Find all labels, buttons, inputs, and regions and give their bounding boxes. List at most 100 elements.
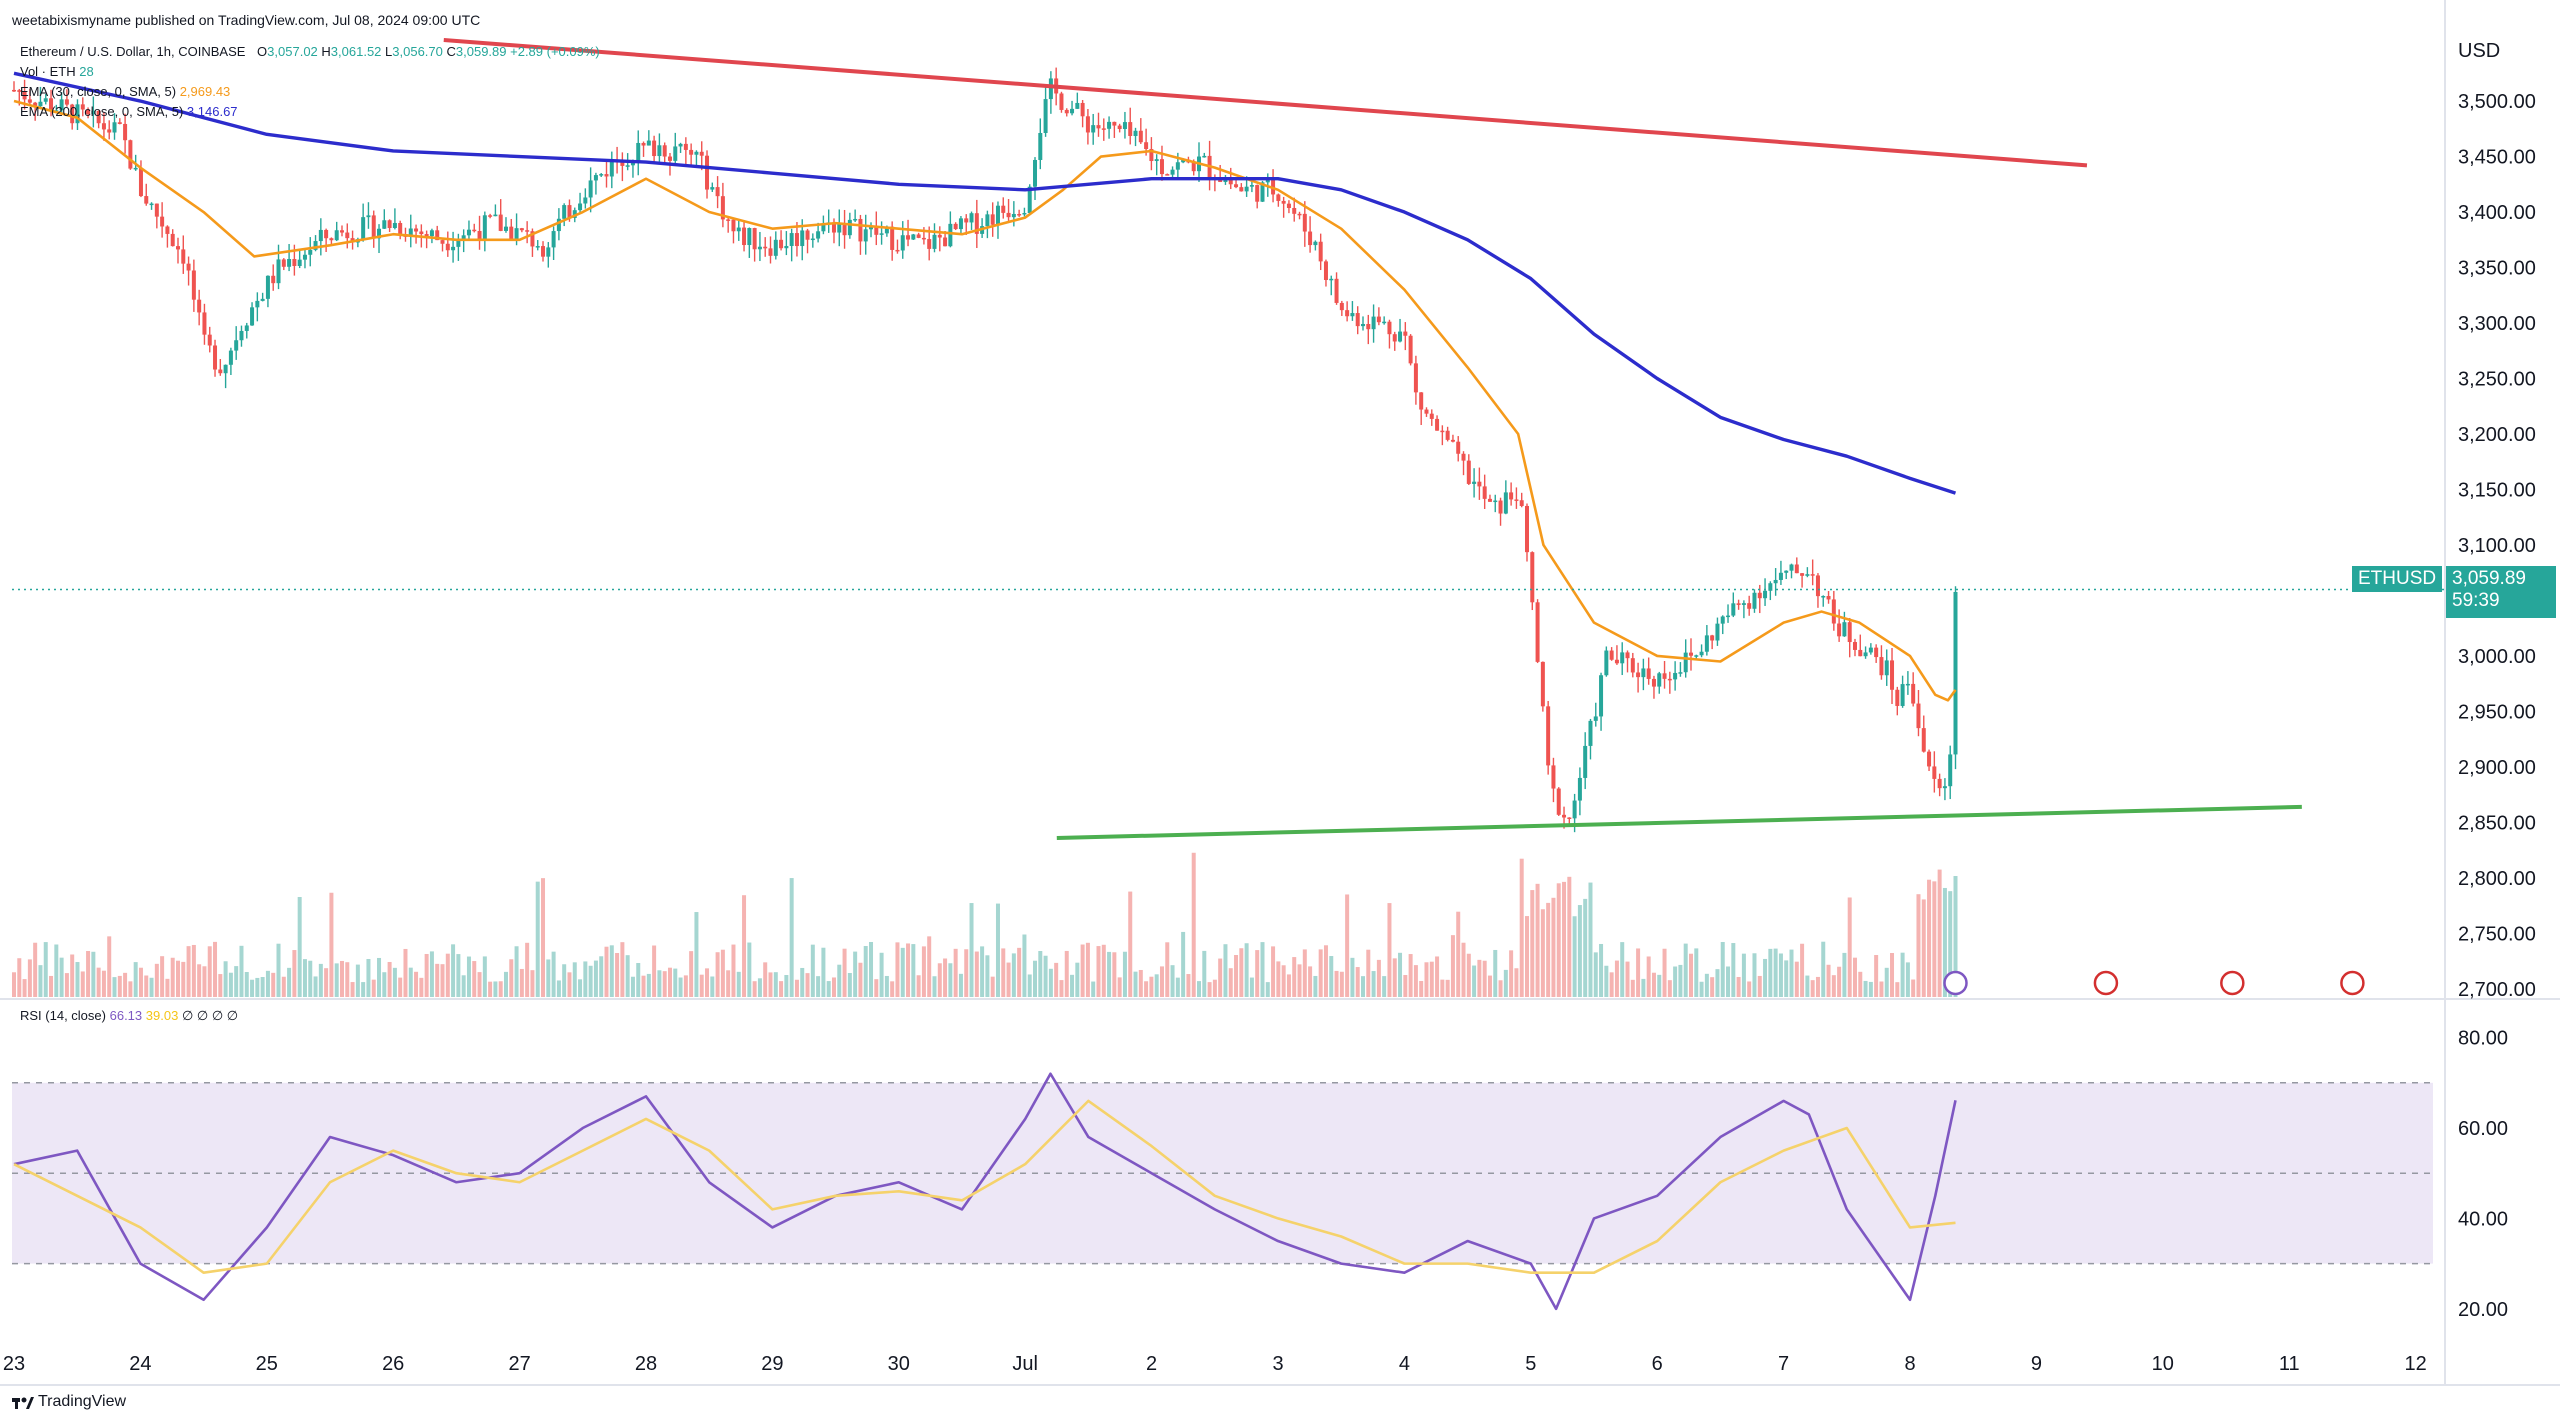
candle-body <box>1905 683 1910 686</box>
candle-body <box>1916 703 1921 729</box>
volume-bar <box>392 967 397 997</box>
volume-bar <box>763 962 768 997</box>
volume-bar <box>1017 947 1022 997</box>
candle-body <box>160 216 165 227</box>
candle-body <box>1419 392 1424 410</box>
candle-body <box>995 205 1000 225</box>
volume-bar <box>863 946 868 997</box>
candle-body <box>281 259 286 267</box>
volume-bar <box>694 912 699 997</box>
volume-bar <box>847 973 852 997</box>
candle-body <box>170 233 175 247</box>
candle-body <box>816 231 821 239</box>
candle-body <box>1673 672 1678 680</box>
candle-body <box>842 224 847 236</box>
volume-bar <box>271 972 276 997</box>
volume-bar <box>1440 979 1445 997</box>
volume-bar <box>1144 981 1149 997</box>
candle-body <box>974 213 979 234</box>
price-tick-label: 2,800.00 <box>2458 868 2536 890</box>
volume-bar <box>361 982 366 997</box>
candle-body <box>1371 316 1376 330</box>
legend-volume: Vol · ETH 28 <box>20 64 94 79</box>
candle-body <box>1667 678 1672 681</box>
candle-body <box>223 364 228 374</box>
candle-body <box>324 229 329 239</box>
candle-body <box>1651 678 1656 687</box>
candle-body <box>1149 149 1154 162</box>
candle-body <box>1858 649 1863 657</box>
tradingview-brand[interactable]: TradingView <box>12 1393 126 1411</box>
volume-bar <box>12 972 16 997</box>
volume-bar <box>1752 953 1757 997</box>
volume-bar <box>662 971 667 997</box>
volume-bar <box>1154 974 1159 997</box>
volume-bar <box>1329 956 1334 997</box>
volume-bar <box>826 981 831 997</box>
candle-body <box>1588 720 1593 746</box>
volume-bar <box>1334 970 1339 997</box>
candle-body <box>599 174 604 176</box>
volume-bar <box>1778 953 1783 997</box>
volume-bar <box>800 967 805 997</box>
candle-body <box>985 214 990 227</box>
currency-label: USD <box>2458 40 2501 62</box>
volume-bar <box>736 971 741 997</box>
volume-bar <box>1339 971 1344 997</box>
volume-bar <box>890 981 895 997</box>
last-price-symbol-badge: ETHUSD <box>2352 566 2443 592</box>
volume-bar <box>1429 961 1434 997</box>
volume-bar <box>456 954 461 997</box>
volume-bar <box>355 964 360 997</box>
volume-bar <box>1630 979 1635 997</box>
candle-body <box>551 231 556 248</box>
candle-body <box>1450 439 1455 442</box>
candle-body <box>1884 660 1889 676</box>
candle-body <box>302 254 307 260</box>
volume-bar <box>583 961 588 997</box>
volume-bar <box>906 943 911 997</box>
volume-bar <box>1852 957 1857 997</box>
candle-body <box>334 230 339 241</box>
ema-200-close-0-sma-5-line <box>13 71 1957 495</box>
volume-bar <box>1472 965 1477 997</box>
candle-body <box>239 330 244 341</box>
volume-bar <box>1874 955 1879 997</box>
candle-body <box>1895 689 1900 706</box>
volume-bar <box>1768 948 1773 997</box>
volume-bar <box>64 973 69 997</box>
volume-bar <box>128 981 133 997</box>
candle-body <box>1604 650 1609 676</box>
volume-bar <box>170 957 175 997</box>
candle-body <box>588 180 593 198</box>
volume-bar <box>445 953 450 997</box>
volume-bar <box>630 976 635 997</box>
candle-body <box>710 187 715 190</box>
candle-body <box>313 241 318 250</box>
candle-body <box>641 142 646 146</box>
candle-body <box>1879 657 1884 676</box>
volume-bar <box>133 962 138 997</box>
candle-body <box>1159 159 1164 175</box>
time-tick-label: 10 <box>2152 1353 2174 1375</box>
candle-body <box>1831 599 1836 624</box>
volume-bar <box>1683 943 1688 997</box>
event-marker-icon <box>2220 970 2245 996</box>
volume-bar <box>1001 948 1006 997</box>
volume-bar <box>810 944 815 997</box>
volume-bar <box>1625 961 1630 997</box>
candle-body <box>689 149 694 155</box>
candle-body <box>869 225 874 230</box>
time-tick-label: 6 <box>1652 1353 1663 1375</box>
volume-bar <box>572 962 577 997</box>
candle-body <box>1683 652 1688 673</box>
volume-bar <box>1498 980 1503 997</box>
volume-bar <box>1895 982 1900 997</box>
support-trendline-line <box>1056 804 2302 840</box>
candle-body <box>1572 800 1577 819</box>
volume-bar <box>424 953 429 997</box>
candle-body <box>1107 121 1112 129</box>
candle-body <box>493 214 498 217</box>
